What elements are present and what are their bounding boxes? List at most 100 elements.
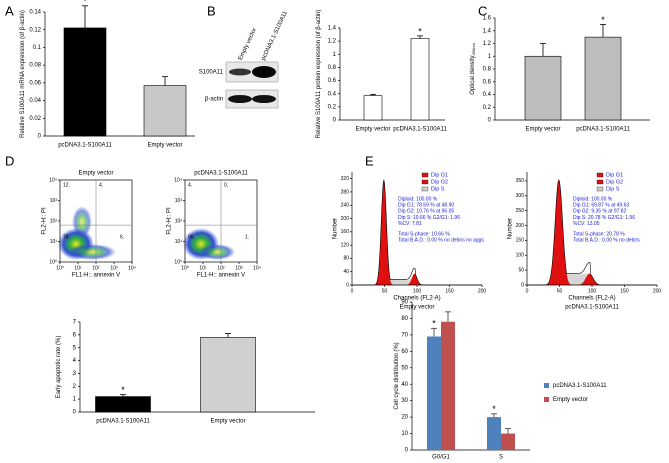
panel-label: C <box>478 3 487 18</box>
error-bar <box>491 413 497 418</box>
stats-line: Diploid: 100.00 % <box>573 196 613 202</box>
x-tick-label: 50 <box>557 288 563 294</box>
x-tick-label: pcDNA3.1-S100A11 <box>96 419 150 425</box>
bar <box>524 55 562 121</box>
x-tick-label: 10¹ <box>74 265 82 271</box>
western-blot: Empty vector pcDNA3.1-S100A11 S100A11 β-… <box>199 10 289 109</box>
y-axis-label-text: Optical density <box>470 55 476 94</box>
y-tick-label: 1.2 <box>483 41 492 47</box>
x-tick-label: pcDNA3.1-S100A11 <box>576 127 630 133</box>
legend-swatch <box>596 186 604 192</box>
x-tick-label: 10⁰ <box>181 265 189 271</box>
bar <box>63 27 107 137</box>
y-tick-label: 5 <box>73 345 77 351</box>
error-bar <box>225 333 231 338</box>
y-tick-label: 60 <box>401 349 408 355</box>
y-tick-label: 280 <box>341 189 350 195</box>
legend-label: Dip S <box>606 186 620 192</box>
y-axis-label-text: Relative S100A11 mRNA expression (of β-a… <box>20 10 26 138</box>
y-tick-label: 7 <box>73 320 77 326</box>
x-tick-label: 0 <box>351 288 354 294</box>
y-axis-label: Relative S100A11 mRNA expression (of β-a… <box>20 10 26 138</box>
error-bar <box>120 394 126 397</box>
y-tick-label: 0.14 <box>29 10 41 16</box>
x-tick-label: 150 <box>445 288 454 294</box>
y-tick-label: 1.4 <box>483 28 492 34</box>
x-tick-label: 200 <box>478 288 487 294</box>
y-axis-label-text: Relative S100A11 protein expression (of … <box>316 10 322 139</box>
legend-label: pcDNA3.1-S100A11 <box>553 383 607 389</box>
y-tick-label: 0.04 <box>29 98 41 104</box>
bar <box>487 417 501 450</box>
x-tick-label: 200 <box>653 288 662 294</box>
y-tick-label: 1 <box>488 54 492 60</box>
y-tick-label: 0 <box>73 410 77 416</box>
y-tick-label: 1.2 <box>328 39 337 45</box>
band <box>228 95 252 103</box>
dip-g1-area <box>527 179 657 285</box>
y-axis-label: Cell cycle distribution (%) <box>394 342 400 409</box>
stats-line: Dip G2: 9.35 % at 97.82 <box>573 209 627 215</box>
event-cluster <box>72 206 92 238</box>
y-tick-label: 0.2 <box>483 105 492 111</box>
stats-line: Total B.A.D.: 0.00 % no debris no aggs <box>398 238 484 244</box>
bar <box>584 36 622 121</box>
y-tick-label: 300 <box>516 193 525 199</box>
x-tick-label: 100 <box>413 288 422 294</box>
y-tick-label: 10⁰ <box>174 259 182 265</box>
y-tick-label: 40 <box>401 382 408 388</box>
bar <box>501 433 515 450</box>
x-tick-label: 10¹ <box>199 265 207 271</box>
y-tick-label: 0.6 <box>328 78 337 84</box>
y-tick-label: 10³ <box>175 198 183 204</box>
y-tick-label: 0.4 <box>328 91 337 97</box>
stats-line: Total S-phase: 20.78 % <box>573 231 625 237</box>
error-bar <box>82 5 88 28</box>
event-cluster <box>68 244 116 260</box>
legend-swatch <box>544 383 549 388</box>
stats-line: %CV: 13.05 <box>573 221 600 227</box>
x-tick-label: 50 <box>382 288 388 294</box>
error-bar <box>540 43 546 57</box>
bar <box>441 321 455 450</box>
y-tick-label: 0.06 <box>29 80 41 86</box>
y-tick-label: 350 <box>516 178 525 184</box>
y-axis-label: Optical density490nm <box>470 43 476 95</box>
error-bar <box>370 93 376 96</box>
error-bar <box>417 35 423 39</box>
y-tick-label: 90 <box>401 300 408 306</box>
stats-line: Diploid: 100.00 % <box>398 196 438 202</box>
stats-line: Dip G2: 10.76 % at 96.05 <box>398 209 454 215</box>
y-axis-label: Early apoptotic rate (%) <box>56 336 62 399</box>
y-tick-label: 0.8 <box>483 67 492 73</box>
error-bar <box>162 76 168 86</box>
quadrant-label: 6. <box>120 234 124 240</box>
y-tick-label: 250 <box>516 208 525 214</box>
stats-line: Dip G1: 78.59 % at 48.90 <box>398 203 454 209</box>
error-bar <box>445 311 451 322</box>
y-tick-label: 0 <box>405 448 409 454</box>
legend-swatch <box>596 179 604 185</box>
bar <box>95 396 151 413</box>
error-bar <box>505 428 511 434</box>
legend-label: Dip G2 <box>606 179 623 185</box>
stats-line: %CV: 7.81 <box>398 221 422 227</box>
panel-label: A <box>5 3 14 18</box>
lane-label: Empty vector <box>238 27 258 61</box>
significance: * <box>418 26 422 36</box>
x-tick-label: pcDNA3.1-S100A11 <box>393 127 447 133</box>
y-tick-label: 200 <box>341 216 350 222</box>
x-tick-label: 100 <box>588 288 597 294</box>
y-tick-label: 20 <box>401 415 408 421</box>
stats-line: Total S-phase: 10.66 % <box>398 231 450 237</box>
y-axis-label-text: Early apoptotic rate (%) <box>56 336 62 399</box>
legend-label: Empty vector <box>553 397 588 403</box>
caption: pcDNA3.1-S100A11 <box>565 305 619 311</box>
stats-line: Dip S: 10.66 % G2/G1: 1.96 <box>398 215 460 221</box>
y-tick-label: 0 <box>488 118 492 124</box>
event-cluster <box>199 244 235 260</box>
y-tick-label: 1 <box>73 397 77 403</box>
y-axis-label-sub: 490nm <box>471 43 476 56</box>
y-tick-label: 10 <box>401 431 408 437</box>
